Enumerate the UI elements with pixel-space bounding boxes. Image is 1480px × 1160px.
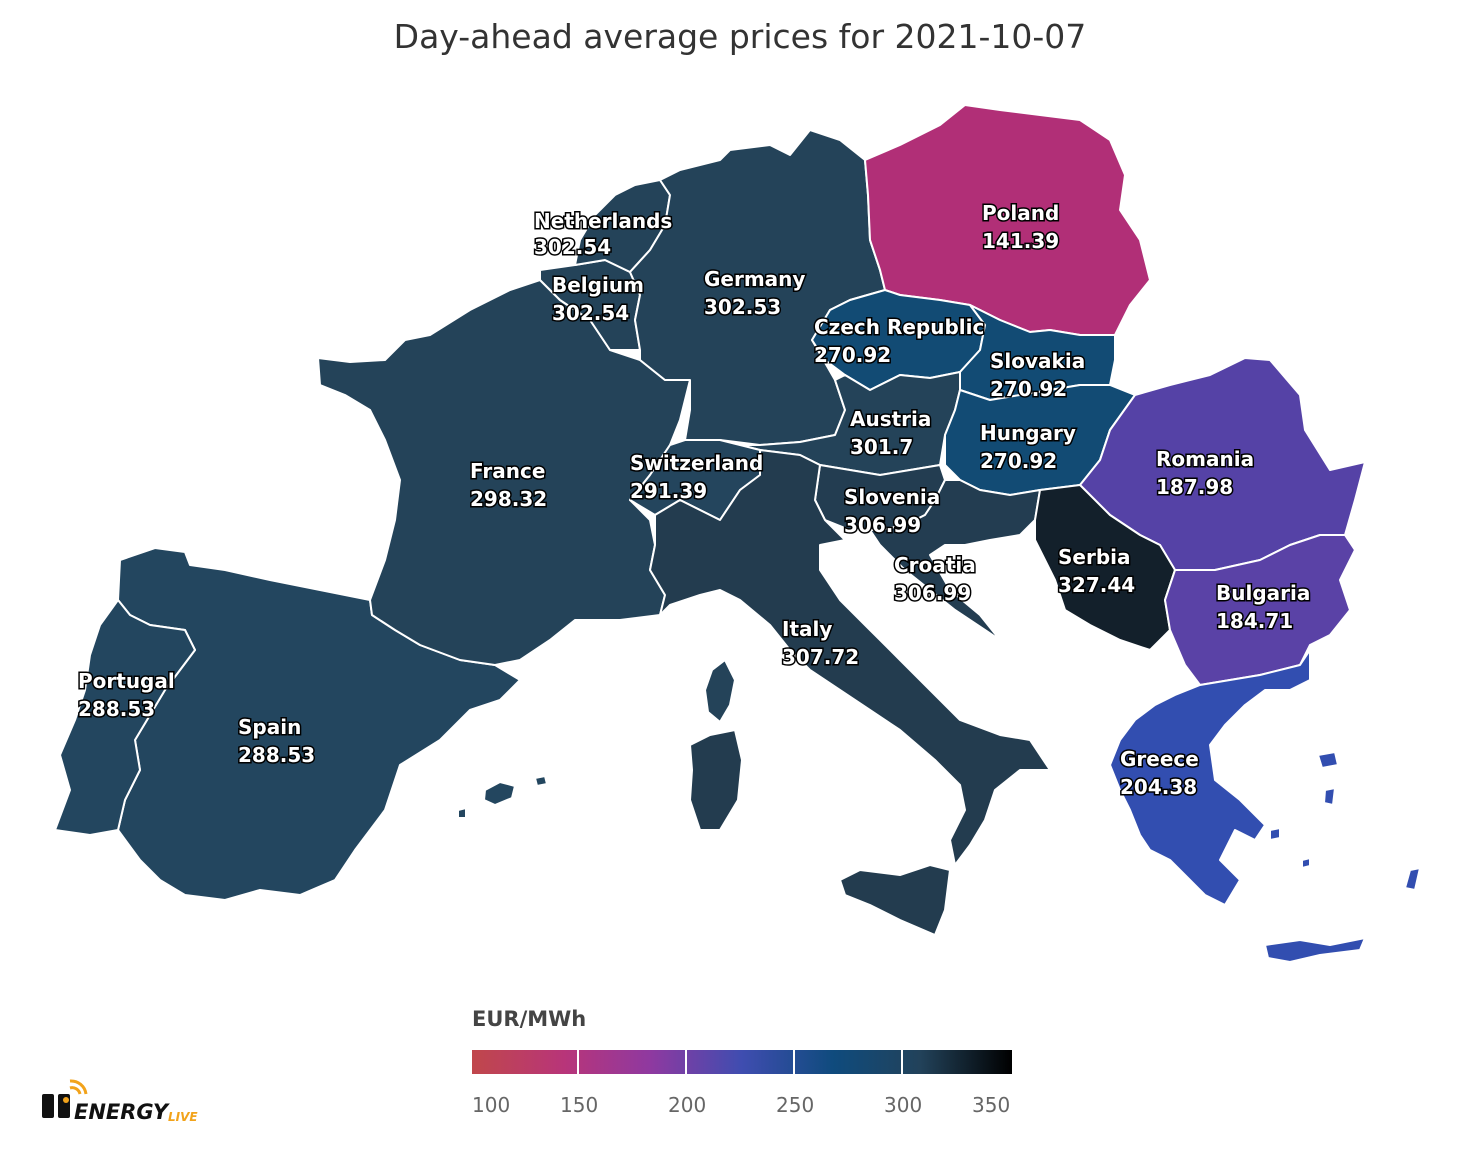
legend-tick-label: 350 (972, 1093, 1010, 1117)
country-shape-portugal[interactable] (54, 599, 196, 836)
country-shape-sicily[interactable] (839, 864, 951, 936)
country-label-poland: Poland (982, 201, 1059, 225)
country-value-romania: 187.98 (1156, 475, 1233, 499)
country-label-switzerland: Switzerland (630, 451, 763, 475)
country-value-france: 298.32 (470, 487, 547, 511)
country-label-spain: Spain (238, 715, 301, 739)
country-value-greece: 204.38 (1120, 775, 1197, 799)
country-label-slovenia: Slovenia (844, 485, 940, 509)
greek-island (1269, 827, 1281, 841)
country-label-belgium: Belgium (552, 273, 644, 297)
greek-island (1301, 857, 1311, 869)
country-label-hungary: Hungary (980, 421, 1076, 445)
country-value-serbia: 327.44 (1058, 573, 1135, 597)
country-label-italy: Italy (782, 617, 832, 641)
balearic-island (457, 807, 467, 819)
country-label-czech-republic: Czech Republic (814, 315, 984, 339)
country-label-greece: Greece (1120, 747, 1199, 771)
energy-live-logo-icon (42, 1079, 88, 1118)
country-value-spain: 288.53 (238, 743, 315, 767)
country-value-hungary: 270.92 (980, 449, 1057, 473)
legend-tick-label: 300 (884, 1093, 922, 1117)
country-label-romania: Romania (1156, 447, 1254, 471)
legend-tick-label: 200 (668, 1093, 706, 1117)
country-label-france: France (470, 459, 545, 483)
country-label-bulgaria: Bulgaria (1216, 581, 1310, 605)
country-value-germany: 302.53 (704, 295, 781, 319)
greek-island (1323, 787, 1336, 806)
country-label-germany: Germany (704, 267, 805, 291)
country-value-italy: 307.72 (782, 645, 859, 669)
country-label-slovakia: Slovakia (990, 349, 1085, 373)
country-value-bulgaria: 184.71 (1216, 609, 1293, 633)
balearic-island (534, 775, 548, 787)
legend-title: EUR/MWh (472, 1007, 586, 1031)
country-label-netherlands: Netherlands (534, 209, 672, 233)
country-value-netherlands: 302.54 (534, 235, 611, 259)
country-shape-greece[interactable] (1109, 649, 1311, 906)
country-value-portugal: 288.53 (78, 697, 155, 721)
country-label-serbia: Serbia (1058, 545, 1131, 569)
country-value-czech-republic: 270.92 (814, 343, 891, 367)
legend-tick-label: 100 (472, 1093, 510, 1117)
greek-island (1404, 867, 1421, 891)
country-shape-sardinia[interactable] (689, 729, 743, 831)
country-shape-crete (1264, 937, 1366, 963)
country-value-slovenia: 306.99 (844, 513, 921, 537)
country-value-poland: 141.39 (982, 229, 1059, 253)
legend-color-bar (472, 1050, 1012, 1074)
country-shape-serbia[interactable] (1034, 484, 1176, 651)
country-shapes (54, 104, 1421, 963)
color-legend: EUR/MWh 100 150 200 250 300 350 (472, 1007, 1012, 1117)
country-label-portugal: Portugal (78, 669, 175, 693)
logo-subtext: LIVE (168, 1110, 198, 1124)
country-shape-corsica (704, 659, 736, 723)
map-title: Day-ahead average prices for 2021-10-07 (394, 17, 1087, 56)
country-value-belgium: 302.54 (552, 301, 629, 325)
country-label-croatia: Croatia (894, 553, 976, 577)
country-value-switzerland: 291.39 (630, 479, 707, 503)
country-value-croatia: 306.99 (894, 581, 971, 605)
legend-tick-label: 250 (776, 1093, 814, 1117)
balearic-island (483, 781, 516, 806)
country-value-slovakia: 270.92 (990, 377, 1067, 401)
greek-island (1317, 751, 1339, 769)
country-labels: Poland 141.39 Netherlands 302.54 Belgium… (77, 200, 1312, 801)
country-label-austria: Austria (850, 407, 931, 431)
country-value-austria: 301.7 (850, 435, 913, 459)
country-shape-italy[interactable] (649, 449, 1051, 866)
country-shape-bulgaria[interactable] (1164, 534, 1356, 686)
legend-tick-label: 150 (560, 1093, 598, 1117)
logo-text: ENERGY (74, 1100, 170, 1124)
energy-live-logo: ENERGY LIVE (42, 1079, 198, 1124)
